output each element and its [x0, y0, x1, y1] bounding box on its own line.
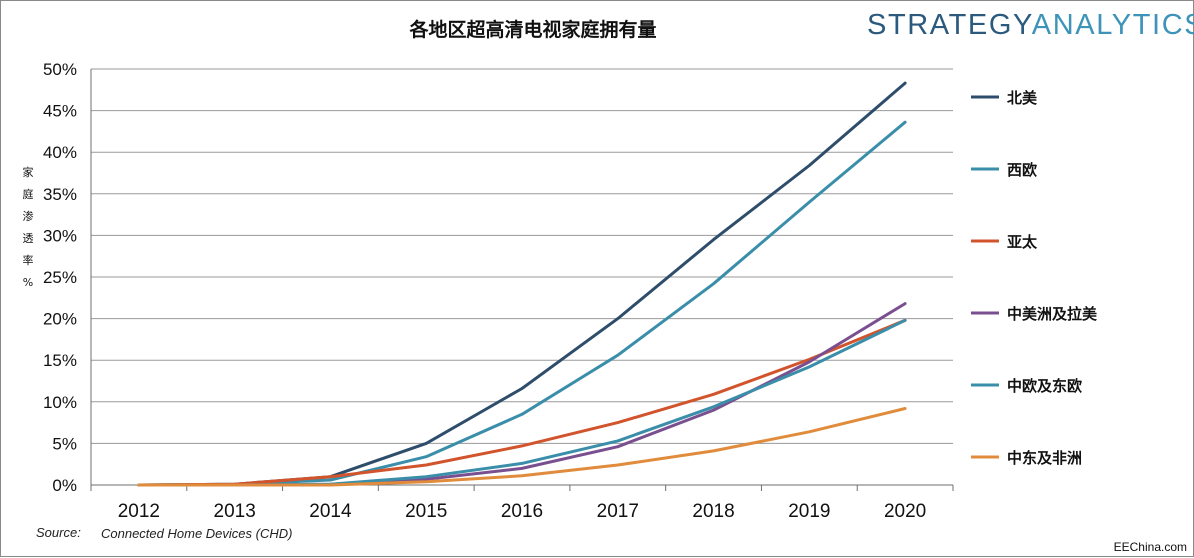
legend-label-6: 中东及非洲: [1007, 449, 1082, 467]
y-tick-label: 0%: [52, 476, 77, 495]
y-tick-label: 40%: [43, 143, 77, 162]
series-line-1: [137, 81, 907, 487]
x-tick-label: 2018: [692, 501, 734, 522]
y-tick-label: 50%: [43, 60, 77, 79]
series-line-6: [137, 407, 907, 487]
x-tick-label: 2013: [214, 501, 256, 522]
x-tick-label: 2016: [501, 501, 543, 522]
y-tick-label: 15%: [43, 351, 77, 370]
y-tick-label: 25%: [43, 268, 77, 287]
y-tick-label: 45%: [43, 102, 77, 121]
y-tick-label: 5%: [52, 434, 77, 453]
brand-part-1: STRATEGY: [867, 9, 1032, 41]
y-axis-label-char: 透: [23, 232, 34, 245]
watermark: EEChina.com: [1114, 540, 1187, 554]
legend-label-3: 亚太: [1007, 233, 1038, 251]
series-lines: [137, 81, 907, 487]
series-line-3: [137, 318, 907, 487]
y-tick-labels: 0% 5% 10% 15% 20% 25% 30% 35% 40% 45% 50%: [43, 60, 77, 495]
legend-label-2: 西欧: [1007, 161, 1037, 179]
x-tick-label: 2015: [405, 501, 447, 522]
y-tick-label: 10%: [43, 393, 77, 412]
y-axis-label-char: 率: [23, 253, 34, 267]
chart-title: 各地区超高清电视家庭拥有量: [408, 18, 656, 41]
series-line-4: [137, 302, 907, 487]
source-text: Connected Home Devices (CHD): [101, 526, 292, 541]
legend-label-4: 中美洲及拉美: [1007, 305, 1098, 323]
x-tick-label: 2014: [309, 501, 352, 522]
x-tick-label: 2019: [788, 501, 830, 522]
x-tick-label: 2012: [118, 501, 160, 522]
legend-label-1: 北美: [1007, 89, 1038, 107]
gridlines: [91, 68, 953, 444]
x-tick-label: 2017: [597, 501, 639, 522]
y-axis-label-char: 渗: [23, 209, 34, 223]
y-axis-label-char: %: [23, 276, 33, 289]
legend-label-5: 中欧及东欧: [1007, 377, 1082, 395]
series-line-2: [137, 120, 907, 487]
x-tick-labels: 2012 2013 2014 2015 2016 2017 2018 2019 2020: [118, 501, 927, 522]
y-axis-label-char: 家: [23, 165, 34, 179]
brand-logo: STRATEGYANALYTICS: [867, 9, 1194, 41]
y-axis-label-char: 庭: [23, 187, 34, 201]
y-tick-label: 30%: [43, 226, 77, 245]
x-tick-label: 2020: [884, 501, 926, 522]
y-tick-label: 20%: [43, 310, 77, 329]
brand-part-2: ANALYTICS: [1032, 9, 1194, 41]
series-line-5: [137, 318, 907, 487]
source-label: Source:: [36, 525, 81, 540]
y-tick-label: 35%: [43, 185, 77, 204]
